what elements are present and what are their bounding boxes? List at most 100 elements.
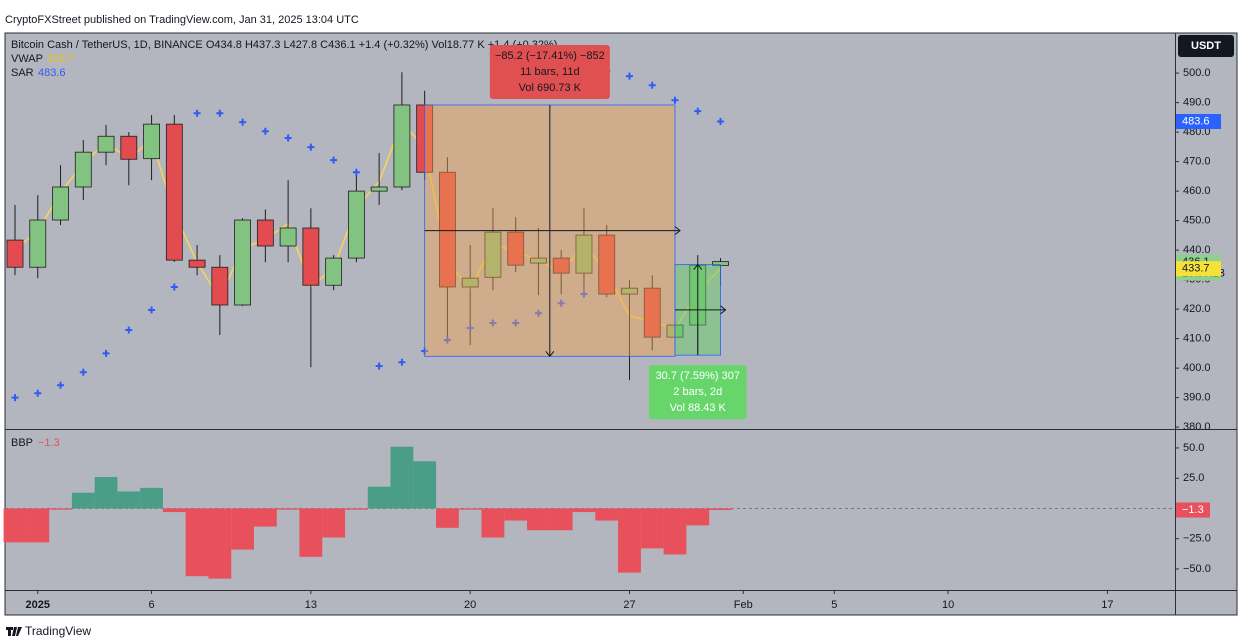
bbp-tag-label: −1.3 xyxy=(1182,504,1204,516)
candle-body xyxy=(29,219,47,268)
bbp-bar xyxy=(549,508,573,531)
vwap-legend-value: 433.7 xyxy=(47,53,75,65)
bbp-legend: BBP xyxy=(11,437,33,449)
candle-body xyxy=(211,266,229,306)
candle-body xyxy=(325,257,343,286)
candle-body xyxy=(598,234,616,295)
bbp-bar xyxy=(208,508,232,579)
sar-point xyxy=(466,324,474,332)
sar-tag xyxy=(1176,113,1221,129)
y-tick-label: 380.0 xyxy=(1183,421,1211,433)
bbp-bar xyxy=(618,508,641,573)
sar-point xyxy=(330,156,338,164)
bbp-bar xyxy=(344,508,368,510)
y-tick-label: 470.0 xyxy=(1183,156,1211,168)
sar-point xyxy=(671,96,679,104)
measure-label: 11 bars, 11d xyxy=(520,66,580,78)
bbp-bar xyxy=(26,508,50,543)
y-tick-label: 420.0 xyxy=(1183,303,1211,315)
sar-point xyxy=(102,349,110,357)
sar-point xyxy=(352,168,360,176)
x-tick-label: Feb xyxy=(734,599,753,611)
measure-label: 2 bars, 2d xyxy=(673,386,722,398)
sar-legend-value: 483.6 xyxy=(38,67,66,79)
bbp-bar xyxy=(504,508,528,521)
sar-point xyxy=(534,309,542,317)
measure-label: −85.2 (−17.41%) −852 xyxy=(495,50,605,62)
candle-body xyxy=(393,104,411,188)
x-tick-label: 6 xyxy=(149,599,155,611)
candle-body xyxy=(120,135,138,160)
currency-button[interactable] xyxy=(1178,35,1234,57)
sar-point xyxy=(489,319,497,327)
y-tick-label: −50.0 xyxy=(1183,563,1211,575)
x-tick-label: 5 xyxy=(831,599,837,611)
candle-body xyxy=(461,277,479,288)
publish-note: CryptoFXStreet published on TradingView.… xyxy=(5,14,359,26)
vwap-tag xyxy=(1176,261,1221,277)
sar-point xyxy=(398,358,406,366)
bbp-bar xyxy=(709,508,732,511)
y-tick-label: 390.0 xyxy=(1183,392,1211,404)
candle-body xyxy=(74,151,92,188)
candle-body xyxy=(234,219,251,306)
currency-button-label[interactable]: USDT xyxy=(1191,40,1221,52)
bbp-bar xyxy=(49,508,72,510)
y-tick-label: 480.0 xyxy=(1183,126,1211,138)
candle-body xyxy=(52,186,69,221)
candle-body xyxy=(256,219,274,247)
candle-body xyxy=(643,287,661,338)
bbp-bar xyxy=(253,508,277,527)
sar-point xyxy=(284,134,292,142)
logo xyxy=(6,627,22,636)
measure-arrow xyxy=(545,351,555,358)
sar-point xyxy=(170,283,178,291)
sar-legend: SAR xyxy=(11,67,34,79)
sar-point xyxy=(216,109,224,117)
y-tick-label: 460.0 xyxy=(1183,185,1211,197)
candle-body xyxy=(143,123,160,160)
x-tick-label: 13 xyxy=(305,599,317,611)
candle-body xyxy=(552,257,570,274)
y-tick-label: 410.0 xyxy=(1183,333,1211,345)
bbp-bar xyxy=(276,508,300,510)
sar-point xyxy=(11,394,19,402)
x-tick-label: 2025 xyxy=(26,599,50,611)
candle-body xyxy=(484,231,502,278)
bbp-bar xyxy=(94,476,118,509)
bbp-legend-value: −1.3 xyxy=(38,437,60,449)
candle-body xyxy=(530,257,547,264)
y-tick-label: 25.0 xyxy=(1183,472,1204,484)
x-tick-label: 20 xyxy=(464,599,476,611)
bbp-bar xyxy=(231,508,254,550)
bbp-bar xyxy=(458,508,482,510)
sar-point xyxy=(57,381,65,389)
measure-label: 30.7 (7.59%) 307 xyxy=(656,370,740,382)
bbp-bar xyxy=(117,491,141,509)
measure-label: Vol 690.73 K xyxy=(519,82,582,94)
bbp-bar xyxy=(413,461,437,509)
candle-body xyxy=(165,123,183,261)
measure-arrow xyxy=(720,305,727,315)
bbp-bar xyxy=(663,508,687,555)
candle-body xyxy=(279,227,297,247)
bbp-bar xyxy=(436,508,459,528)
sar-tag-label: 483.6 xyxy=(1182,115,1210,127)
candle-body xyxy=(302,227,320,286)
sar-point xyxy=(512,319,520,327)
candle-body xyxy=(97,135,115,153)
x-tick-label: 10 xyxy=(942,599,954,611)
sar-point xyxy=(193,109,201,117)
bbp-bar xyxy=(686,508,710,526)
measure-label-box xyxy=(489,44,610,99)
bbp-tag xyxy=(1176,502,1210,518)
sar-point xyxy=(261,127,269,135)
measure-label: Vol 88.43 K xyxy=(670,402,727,414)
bbp-bar xyxy=(322,508,346,538)
y-tick-label: 400.0 xyxy=(1183,362,1211,374)
bbp-bar xyxy=(185,508,209,577)
y-tick-label: 490.0 xyxy=(1183,97,1211,109)
sar-point xyxy=(443,336,451,344)
sar-point xyxy=(648,81,656,89)
